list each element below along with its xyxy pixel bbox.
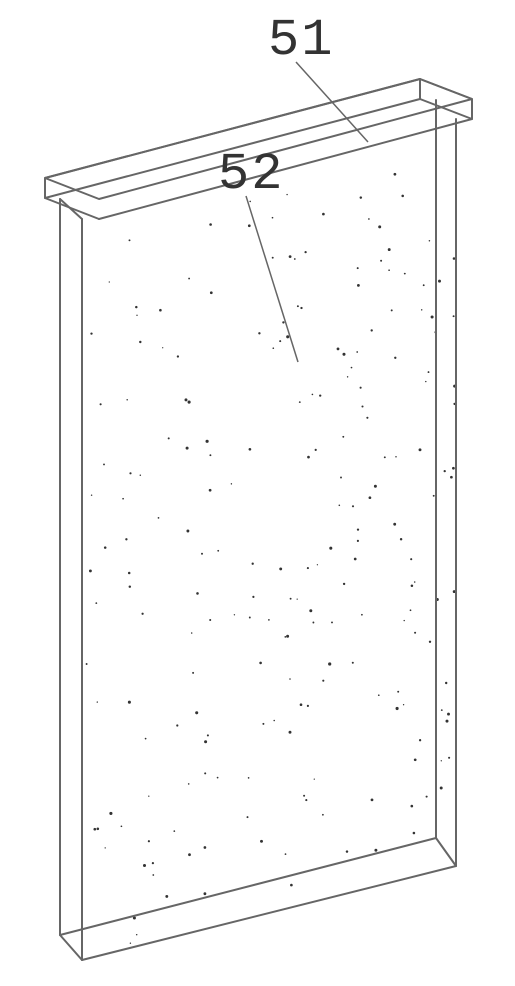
top-bar-side-face <box>420 79 472 119</box>
technical-drawing: 51 52 <box>0 0 515 986</box>
callout-label-51: 51 <box>268 11 334 70</box>
callout-label-52: 52 <box>218 145 284 204</box>
